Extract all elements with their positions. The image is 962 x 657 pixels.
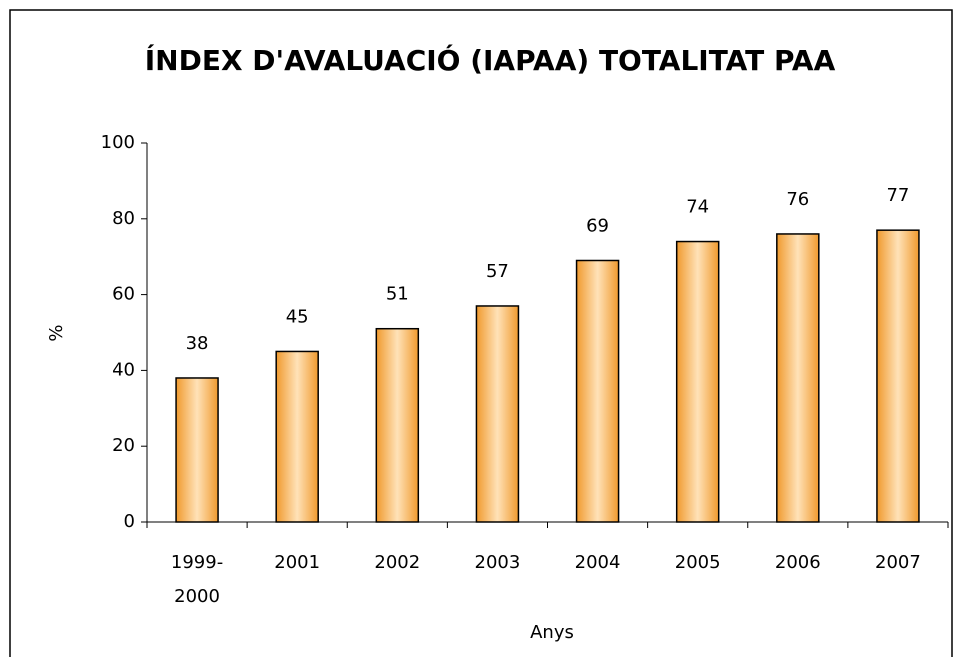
y-axis-label: %	[46, 324, 67, 341]
y-tick-label: 80	[112, 208, 135, 229]
y-tick-label: 0	[124, 511, 135, 532]
x-tick-label: 2007	[875, 552, 921, 573]
x-axis-label: Anys	[530, 622, 574, 643]
data-label: 57	[486, 261, 509, 282]
x-tick-label: 2002	[374, 552, 421, 573]
x-tick-label: 2006	[774, 552, 821, 573]
bar	[275, 350, 319, 523]
chart-title: ÍNDEX D'AVALUACIÓ (IAPAA) TOTALITAT PAA	[145, 43, 836, 77]
x-tick-label: 2001	[274, 552, 321, 573]
y-tick-label: 20	[112, 435, 135, 456]
data-label: 76	[786, 189, 809, 210]
data-label: 45	[286, 306, 309, 327]
data-label: 77	[886, 185, 909, 206]
y-tick-label: 100	[101, 132, 135, 153]
data-label: 74	[686, 197, 709, 218]
data-label: 38	[186, 333, 209, 354]
bar	[675, 240, 720, 523]
chart-border	[9, 9, 953, 657]
bar	[175, 377, 219, 523]
bar	[475, 305, 520, 523]
y-tick-label: 40	[112, 359, 135, 380]
x-tick-label: 1999-2000	[170, 552, 224, 607]
x-tick-label: 2005	[674, 552, 721, 573]
data-label: 69	[586, 215, 609, 236]
x-tick-label: 2003	[474, 552, 521, 573]
bar	[776, 233, 820, 523]
bar	[876, 229, 920, 523]
data-label: 51	[386, 284, 409, 305]
bar	[575, 259, 620, 523]
x-tick-label: 2004	[574, 552, 621, 573]
bar	[375, 327, 420, 523]
y-tick-label: 60	[112, 284, 135, 305]
